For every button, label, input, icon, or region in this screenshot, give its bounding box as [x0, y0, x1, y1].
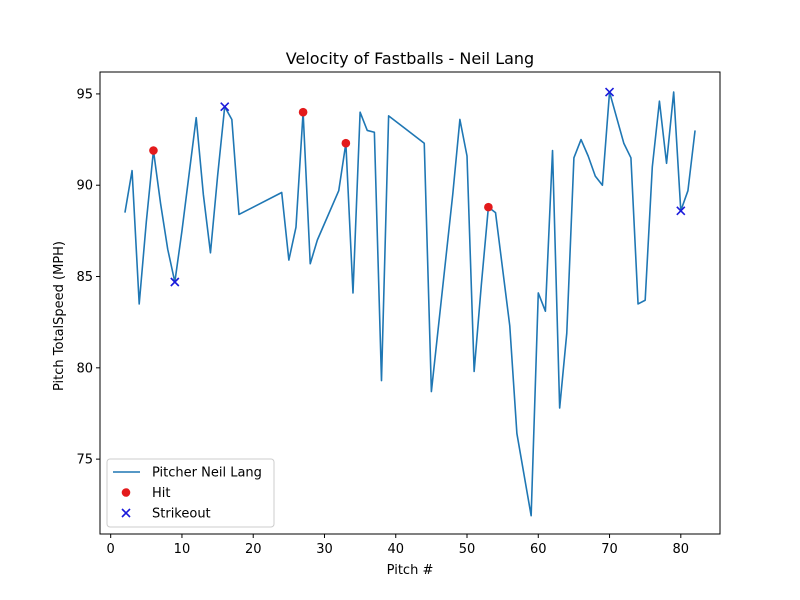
legend-strikeout-swatch — [121, 508, 131, 518]
x-tick-label: 0 — [107, 542, 115, 557]
y-tick-label: 75 — [76, 453, 93, 468]
x-tick-label: 60 — [530, 542, 547, 557]
x-tick-label: 20 — [245, 542, 262, 557]
axes-frame — [99, 71, 721, 535]
strikeout-point — [604, 87, 615, 97]
legend: Pitcher Neil Lang Hit Strikeout — [106, 458, 275, 528]
hit-point — [341, 138, 351, 148]
series-line-neil-lang — [124, 91, 696, 517]
strikeout-stroke — [220, 102, 230, 112]
x-axis-label: Pitch # — [387, 563, 434, 578]
y-tick-label: 80 — [76, 361, 93, 376]
hit-point — [484, 202, 493, 212]
hit-point — [298, 107, 308, 117]
legend-hit-swatch — [121, 488, 131, 497]
hit-point — [149, 146, 158, 155]
x-tick-label: 70 — [601, 542, 618, 557]
legend-label: Hit — [152, 486, 170, 501]
y-tick-label: 85 — [76, 270, 93, 285]
strikeout-stroke — [604, 87, 615, 97]
y-tick-label: 95 — [76, 87, 93, 102]
strikeout-stroke — [170, 277, 180, 287]
legend-box — [106, 458, 275, 528]
x-tick-label: 80 — [673, 542, 690, 557]
y-axis-label: Pitch TotalSpeed (MPH) — [52, 241, 67, 391]
x-tick-label: 50 — [459, 542, 476, 557]
strikeout-point — [170, 277, 180, 287]
strikeout-point — [220, 102, 230, 112]
x-tick-label: 30 — [316, 542, 333, 557]
legend-label: Strikeout — [152, 507, 211, 522]
chart-title: Velocity of Fastballs - Neil Lang — [286, 49, 534, 68]
y-tick-label: 90 — [76, 179, 93, 194]
x-tick-label: 40 — [387, 542, 404, 557]
x-tick-label: 10 — [174, 542, 191, 557]
legend-label: Pitcher Neil Lang — [152, 466, 262, 481]
plot-area: 0 10 20 30 40 50 60 70 80 75 80 85 90 95 — [76, 71, 721, 557]
legend-strikeout-stroke — [121, 508, 131, 518]
strikeout-point — [676, 206, 686, 216]
strikeout-stroke — [676, 206, 686, 216]
